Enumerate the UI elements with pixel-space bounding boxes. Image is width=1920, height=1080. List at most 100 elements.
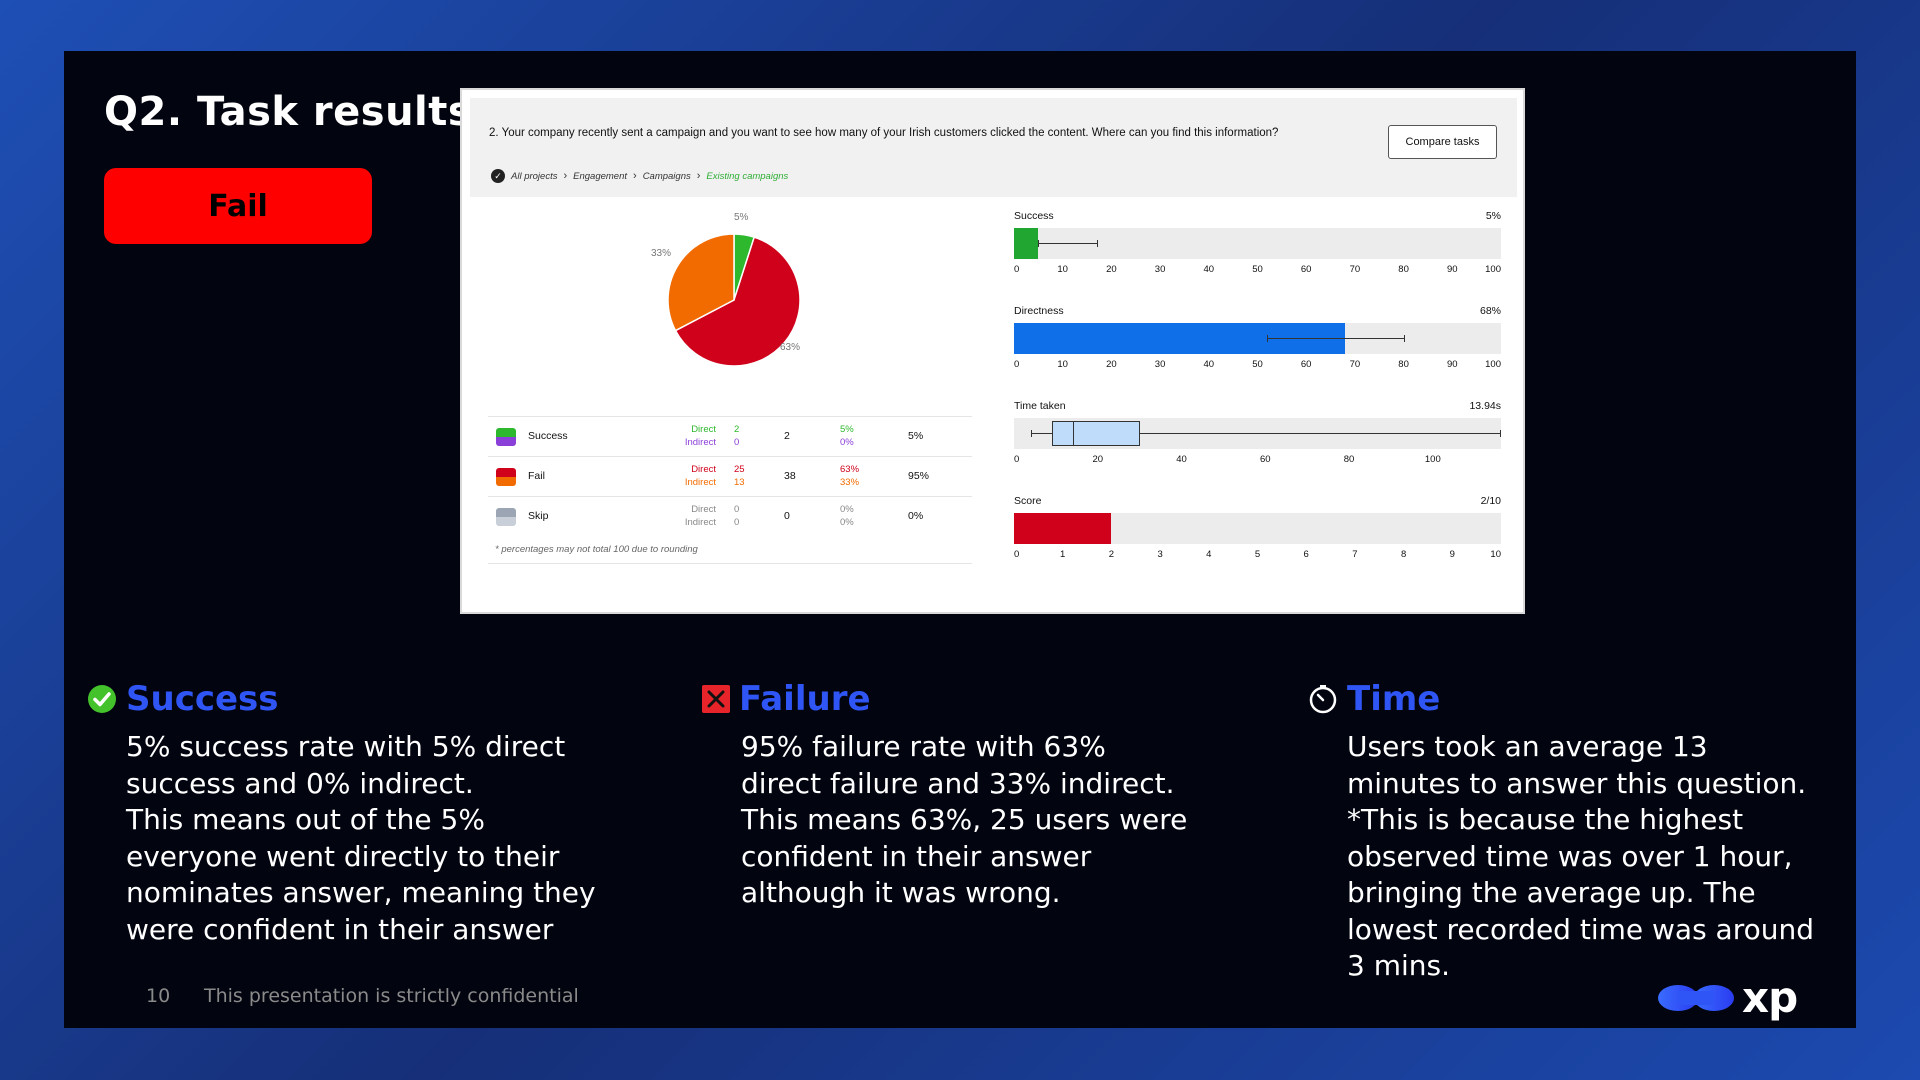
axis-tick-label: 100 xyxy=(1485,264,1501,275)
footnote: * percentages may not total 100 due to r… xyxy=(488,536,972,564)
chevron-right-icon: › xyxy=(633,170,637,182)
check-icon: ✓ xyxy=(491,169,505,183)
row-overall: 5% xyxy=(908,430,924,442)
metric-track xyxy=(1014,228,1501,259)
direct-label: Direct xyxy=(691,504,716,515)
axis-tick-label: 0 xyxy=(1014,264,1020,275)
metric-track xyxy=(1014,513,1501,544)
axis-tick-label: 10 xyxy=(1057,264,1068,275)
axis-tick-label: 7 xyxy=(1352,549,1358,560)
brand-logo: xp xyxy=(1656,973,1798,1022)
task-question: 2. Your company recently sent a campaign… xyxy=(489,127,1279,139)
confidential-note: This presentation is strictly confidenti… xyxy=(204,985,579,1007)
axis-tick-label: 0 xyxy=(1014,359,1020,370)
direct-label: Direct xyxy=(691,464,716,475)
row-overall: 0% xyxy=(908,510,924,522)
pie-label-indirect: 33% xyxy=(651,248,672,259)
row-total: 0 xyxy=(784,510,790,522)
pie-slice-fail-indirect xyxy=(667,233,735,332)
row-total: 38 xyxy=(784,470,796,482)
axis-tick-label: 3 xyxy=(1157,549,1163,560)
row-name: Success xyxy=(528,430,568,442)
breadcrumb-item[interactable]: All projects xyxy=(511,170,558,182)
axis-tick-label: 100 xyxy=(1485,359,1501,370)
axis-tick-label: 20 xyxy=(1106,264,1117,275)
boxplot-whisker xyxy=(1030,433,1501,434)
axis-tick-label: 60 xyxy=(1300,359,1312,370)
error-whisker xyxy=(1267,338,1404,339)
section-body: 95% failure rate with 63% direct failure… xyxy=(741,730,1188,909)
indirect-count: 0 xyxy=(734,517,740,528)
axis-tick-label: 40 xyxy=(1203,359,1215,370)
metric-label: Time taken xyxy=(1014,400,1066,412)
slide: Q2. Task results Fail 2. Your company re… xyxy=(64,51,1856,1028)
breadcrumb-item[interactable]: Campaigns xyxy=(642,170,691,182)
axis-tick-label: 60 xyxy=(1259,454,1271,465)
direct-pct: 0% xyxy=(840,504,854,515)
section-body: 5% success rate with 5% direct success a… xyxy=(126,730,596,946)
axis-tick-label: 2 xyxy=(1108,549,1115,560)
axis-tick-label: 50 xyxy=(1252,264,1263,275)
axis-tick-label: 8 xyxy=(1400,549,1407,560)
score-metric: Score 2/10 0 1 2 3 4 5 6 7 8 9 10 xyxy=(1014,495,1501,567)
whisker-cap xyxy=(1500,430,1501,437)
metric-bar-fill xyxy=(1014,513,1112,544)
axis-tick-label: 90 xyxy=(1447,359,1458,370)
check-circle-icon xyxy=(88,685,116,713)
metric-axis: 0 10 20 30 40 50 60 70 80 90 100 xyxy=(1014,264,1501,278)
compare-tasks-button[interactable]: Compare tasks xyxy=(1388,125,1497,159)
page-title: Q2. Task results xyxy=(104,89,473,135)
axis-tick-label: 90 xyxy=(1447,264,1458,275)
metric-label: Success xyxy=(1014,210,1054,222)
indirect-pct: 0% xyxy=(840,517,854,528)
metric-label: Directness xyxy=(1014,305,1064,317)
chevron-right-icon: › xyxy=(563,170,568,182)
breadcrumb-item[interactable]: Engagement xyxy=(573,170,628,182)
indirect-label: Indirect xyxy=(684,437,716,448)
axis-tick-label: 50 xyxy=(1252,359,1263,370)
direct-label: Direct xyxy=(691,424,716,435)
axis-tick-label: 80 xyxy=(1398,264,1409,275)
pie-svg xyxy=(667,233,801,367)
breadcrumb-item-active[interactable]: Existing campaigns xyxy=(706,170,789,182)
axis-tick-label: 70 xyxy=(1349,264,1361,275)
breadcrumb: ✓ All projects › Engagement › Campaigns … xyxy=(491,169,788,183)
logo-text: xp xyxy=(1742,973,1798,1022)
indirect-count: 13 xyxy=(734,477,745,488)
time-section: Time Users took an average 13 minutes to… xyxy=(1307,679,1814,985)
infinity-logo-icon xyxy=(1658,984,1734,1011)
row-name: Skip xyxy=(528,510,549,522)
direct-count: 2 xyxy=(734,424,740,435)
axis-tick-label: 0 xyxy=(1014,549,1020,560)
indirect-count: 0 xyxy=(734,437,740,448)
success-section: Success 5% success rate with 5% direct s… xyxy=(86,679,596,948)
direct-count: 0 xyxy=(734,504,740,515)
directness-metric: Directness 68% 0 10 20 30 40 50 60 70 80 90 100 xyxy=(1014,305,1501,377)
axis-tick-label: 20 xyxy=(1106,359,1117,370)
axis-tick-label: 100 xyxy=(1424,454,1441,465)
indirect-label: Indirect xyxy=(684,517,716,528)
page-number: 10 xyxy=(146,985,171,1007)
section-title: Success xyxy=(126,679,279,719)
time-metric: Time taken 13.94s 0 20 40 60 80 100 xyxy=(1014,400,1501,472)
section-title: Failure xyxy=(739,679,871,719)
metric-value: 13.94s xyxy=(1469,400,1501,412)
status-badge: Fail xyxy=(104,168,372,244)
table-row: Success Direct Indirect 2 0 2 5% 0% 5% xyxy=(488,416,972,456)
pie-label-fail: 63% xyxy=(780,342,801,353)
table-row: Skip Direct Indirect 0 0 0 0% 0% 0% xyxy=(488,496,972,536)
axis-tick-label: 1 xyxy=(1060,549,1066,560)
error-whisker xyxy=(1038,243,1097,244)
fail-swatch xyxy=(496,468,516,486)
section-body: Users took an average 13 minutes to answ… xyxy=(1347,730,1815,982)
results-table: Success Direct Indirect 2 0 2 5% 0% 5% F… xyxy=(488,416,972,564)
success-metric: Success 5% 0 10 20 30 40 50 60 70 80 90 100 xyxy=(1014,210,1501,282)
pie-slice-fail-direct xyxy=(674,236,801,367)
direct-count: 25 xyxy=(734,464,745,475)
outcome-pie-chart xyxy=(644,210,824,390)
row-overall: 95% xyxy=(908,470,930,482)
axis-tick-label: 6 xyxy=(1303,549,1309,560)
skip-swatch xyxy=(496,508,516,526)
indirect-label: Indirect xyxy=(684,477,716,488)
axis-tick-label: 80 xyxy=(1343,454,1355,465)
